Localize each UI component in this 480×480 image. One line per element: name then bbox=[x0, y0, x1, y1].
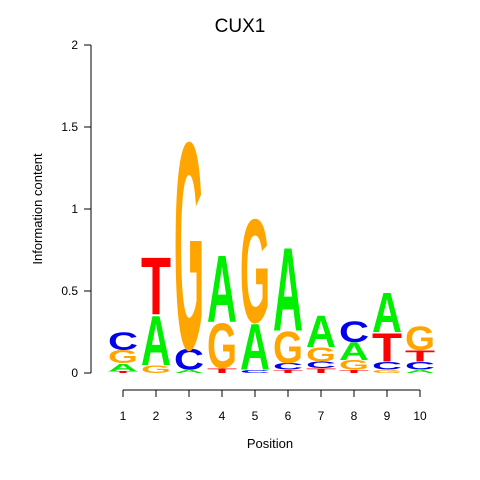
x-tick-label: 8 bbox=[351, 409, 358, 423]
logo-letter-A: A bbox=[405, 369, 435, 374]
logo-letter-A: A bbox=[108, 361, 138, 374]
logo-letter-C: C bbox=[174, 343, 204, 377]
logo-letter-G: G bbox=[207, 311, 237, 382]
x-tick-label: 5 bbox=[252, 409, 259, 423]
logo-letter-T: T bbox=[405, 347, 435, 365]
x-tick-label: 6 bbox=[285, 409, 292, 423]
logo-letter-G: G bbox=[405, 319, 435, 357]
logo-letter-T: T bbox=[108, 371, 138, 373]
logo-stack-5: CAG bbox=[240, 188, 270, 384]
logo-stack-2: GAT bbox=[141, 241, 171, 380]
x-tick-label: 10 bbox=[413, 409, 427, 423]
logo-letter-A: A bbox=[240, 310, 270, 384]
x-tick-label: 9 bbox=[384, 409, 391, 423]
y-tick-label: 0.5 bbox=[61, 284, 78, 298]
logo-letter-C: C bbox=[339, 315, 369, 349]
y-tick-label: 0 bbox=[71, 366, 78, 380]
x-tick-label: 1 bbox=[120, 409, 127, 423]
y-axis-label: Information content bbox=[30, 153, 45, 265]
logo-letter-G: G bbox=[240, 188, 270, 354]
x-axis-label: Position bbox=[247, 436, 293, 451]
logo-letter-T: T bbox=[372, 324, 402, 370]
logo-letter-G: G bbox=[306, 343, 336, 366]
y-tick-label: 2 bbox=[71, 38, 78, 52]
logo-letter-A: A bbox=[273, 224, 303, 356]
logo-letter-T: T bbox=[306, 367, 337, 375]
chart-title: CUX1 bbox=[215, 16, 266, 37]
logo-letter-G: G bbox=[339, 358, 369, 373]
logo-letter-C: C bbox=[273, 362, 303, 372]
logo-letter-T: T bbox=[339, 369, 369, 374]
x-tick-label: 4 bbox=[219, 409, 226, 423]
logo-letter-C: C bbox=[405, 360, 435, 373]
y-tick-label: 1 bbox=[71, 202, 78, 216]
logo-letter-A: A bbox=[207, 235, 237, 343]
y-axis: 0 0.5 1 1.5 2 bbox=[61, 38, 92, 380]
logo-letter-T: T bbox=[273, 369, 303, 374]
logo-letter-G: G bbox=[372, 369, 402, 374]
logo-letter-G: G bbox=[273, 322, 303, 373]
logo-letter-G: G bbox=[141, 363, 171, 376]
logo-letter-A: A bbox=[372, 281, 402, 345]
x-tick-label: 2 bbox=[153, 409, 160, 423]
y-tick-label: 1.5 bbox=[61, 120, 78, 134]
logo-letter-A: A bbox=[174, 369, 204, 374]
logo-letter-C: C bbox=[306, 360, 336, 370]
logo-letter-T: T bbox=[207, 367, 238, 375]
logo-stack-3: ACG bbox=[174, 81, 204, 412]
logo-letter-G: G bbox=[174, 81, 204, 412]
logo-letter-C: C bbox=[372, 360, 402, 373]
logo-letter-C: C bbox=[240, 369, 270, 374]
logo-letter-C: C bbox=[108, 328, 138, 356]
logo-stack-4: TGA bbox=[207, 235, 238, 382]
logo-letter-A: A bbox=[141, 303, 171, 381]
logo-letter-G: G bbox=[108, 347, 138, 367]
x-axis: 1 2 3 4 5 6 7 8 9 10 bbox=[120, 389, 427, 423]
logo-letter-T: T bbox=[141, 241, 171, 332]
logo-letter-A: A bbox=[339, 338, 369, 366]
x-tick-label: 7 bbox=[318, 409, 325, 423]
logo-letter-A: A bbox=[306, 307, 336, 357]
x-tick-label: 3 bbox=[186, 409, 193, 423]
